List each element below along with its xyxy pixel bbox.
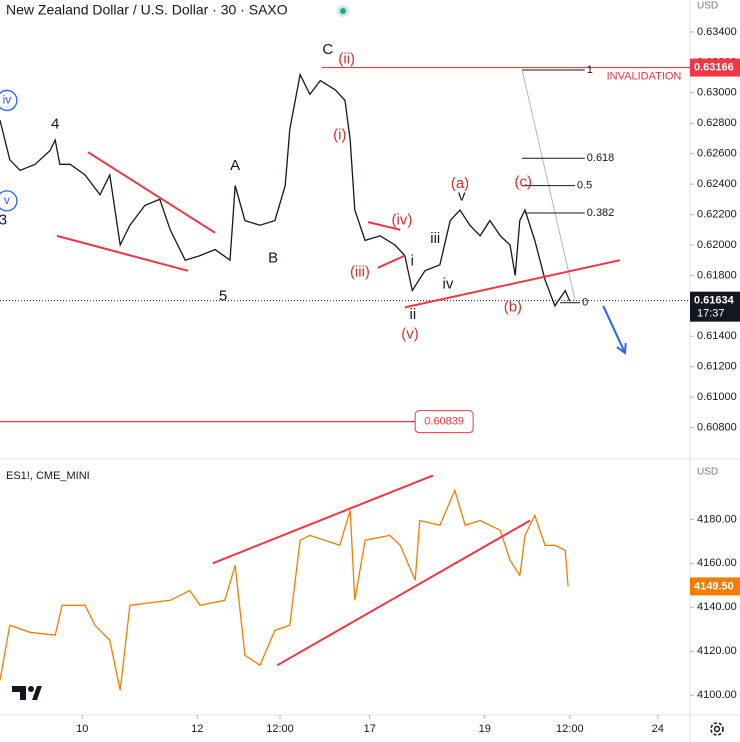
wave-label: (iii) — [350, 263, 370, 280]
wave-label: (i) — [333, 126, 346, 143]
x-tick-label: 17 — [364, 723, 376, 735]
wave-label: C — [322, 41, 333, 58]
invalidation-tag-label: 0.63166 — [694, 61, 734, 73]
wave-label: (a) — [451, 175, 469, 192]
trendline — [367, 221, 401, 231]
market-status-dot — [340, 8, 346, 14]
trendline — [56, 234, 189, 272]
wave-label: (c) — [515, 174, 533, 191]
y-tick-label: 4160.00 — [697, 557, 737, 569]
y-tick-label: 0.62600 — [697, 148, 737, 160]
fib-label: 0.382 — [587, 207, 615, 219]
wave-label: 4 — [51, 116, 59, 133]
x-tick-label: 12 — [191, 723, 203, 735]
y-tick-label: 0.61400 — [697, 330, 737, 342]
x-tick-label: 12:00 — [266, 723, 294, 735]
y-tick-label: 4100.00 — [697, 689, 737, 701]
currency-label: USD — [697, 467, 718, 478]
wave-circle — [0, 190, 18, 212]
wave-label: 5 — [219, 288, 227, 305]
wave-label: 3 — [0, 212, 7, 229]
last-price-tag — [690, 291, 740, 322]
target-box — [414, 410, 474, 434]
price-line — [0, 72, 571, 308]
y-tick-label: 0.63000 — [697, 87, 737, 99]
wave-label: (iv) — [392, 212, 413, 229]
countdown: 17:37 — [697, 308, 725, 320]
fib-label: 0.5 — [577, 180, 592, 192]
last-price-label: 0.61634 — [694, 295, 735, 307]
wave-label: iv — [443, 276, 454, 293]
y-tick-label: 0.62400 — [697, 178, 737, 190]
chart-title: ES1!, CME_MINI — [6, 470, 90, 482]
wave-circle — [0, 89, 18, 112]
wave-label: iv — [3, 93, 12, 107]
y-tick-label: 4180.00 — [697, 513, 737, 525]
fib-label: 0 — [582, 297, 588, 309]
currency-label: USD — [697, 1, 718, 12]
wave-label: (v) — [401, 326, 419, 343]
y-tick-label: 0.62800 — [697, 117, 737, 129]
trendline — [377, 254, 406, 269]
x-tick-label: 10 — [76, 723, 88, 735]
last-price-tag — [690, 577, 740, 596]
wave-label: v — [4, 193, 10, 207]
y-tick-label: 0.61800 — [697, 269, 737, 281]
wave-label: B — [268, 250, 278, 267]
trendline — [212, 474, 434, 565]
x-tick-label: 24 — [652, 723, 664, 735]
y-tick-label: 0.61200 — [697, 361, 737, 373]
trendline — [276, 519, 531, 667]
target-arrow — [602, 305, 626, 354]
trendline — [87, 151, 216, 234]
y-tick-label: 4140.00 — [697, 601, 737, 613]
wave-label: (ii) — [338, 50, 355, 67]
wave-label: A — [230, 157, 240, 174]
chart-title: New Zealand Dollar / U.S. Dollar · 30 · … — [6, 2, 288, 18]
arrow-head — [616, 342, 627, 355]
target-label: 0.60839 — [424, 416, 464, 428]
x-tick-label: 12:00 — [556, 723, 584, 735]
y-tick-label: 0.62200 — [697, 208, 737, 220]
invalidation-text: INVALIDATION — [607, 70, 682, 82]
wave-label: (b) — [504, 298, 522, 315]
wave-label: i — [411, 253, 414, 270]
y-tick-label: 0.63400 — [697, 26, 737, 38]
invalidation-tag — [690, 58, 740, 77]
y-tick-label: 4120.00 — [697, 645, 737, 657]
wave-label: v — [458, 187, 466, 204]
price-line — [0, 488, 569, 691]
y-tick-label: 0.62000 — [697, 239, 737, 251]
y-tick-label: 0.61000 — [697, 391, 737, 403]
fib-label: 0.618 — [587, 152, 615, 164]
wave-label: ii — [410, 306, 417, 323]
fib-diagonal — [521, 69, 576, 300]
settings-gear[interactable] — [710, 722, 724, 736]
y-tick-label: 0.60800 — [697, 421, 737, 433]
tv-logo — [12, 686, 42, 700]
fib-label: 1 — [587, 64, 593, 76]
x-tick-label: 19 — [479, 723, 491, 735]
wave-label: iii — [430, 230, 440, 247]
last-price-label: 4149.50 — [694, 580, 734, 592]
trendline — [404, 259, 621, 309]
